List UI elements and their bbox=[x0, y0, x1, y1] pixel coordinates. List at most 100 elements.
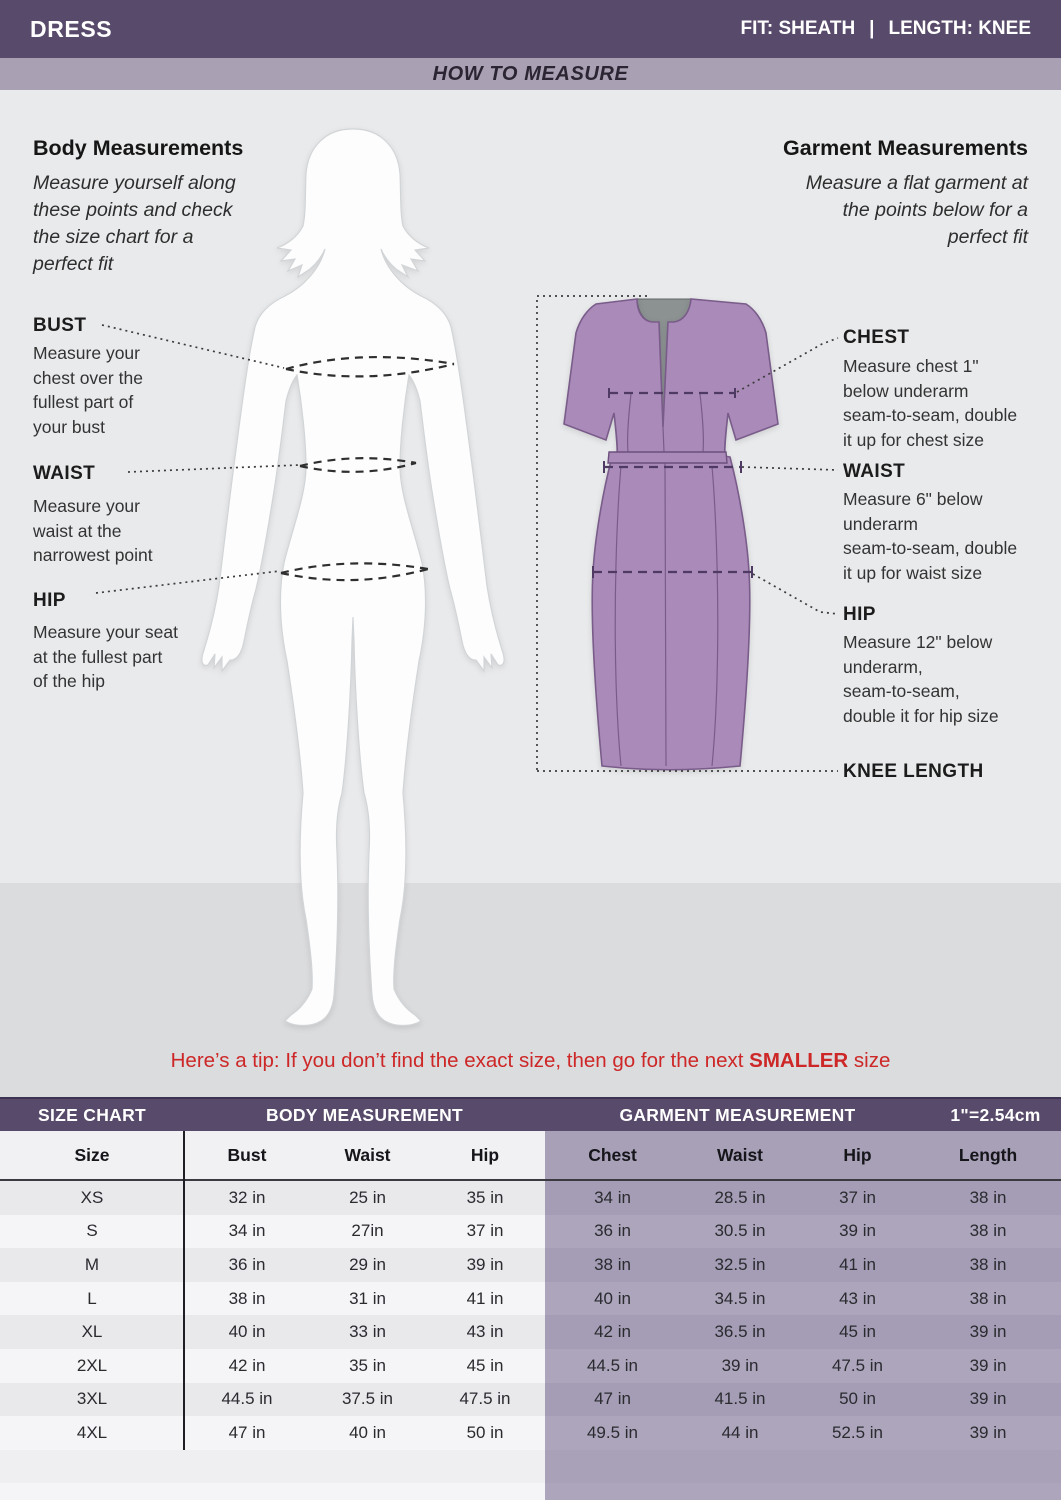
waist-label: WAIST bbox=[33, 463, 96, 484]
how-to-measure-bar: HOW TO MEASURE bbox=[0, 58, 1061, 90]
size-cell: L bbox=[0, 1281, 184, 1316]
measurement-cell: 47.5 in bbox=[800, 1348, 915, 1383]
measurement-cell: 39 in bbox=[425, 1248, 545, 1282]
measurement-cell: 43 in bbox=[800, 1281, 915, 1316]
size-cell: XS bbox=[0, 1181, 184, 1215]
measurement-cell: 37 in bbox=[425, 1214, 545, 1249]
measurement-cell: 45 in bbox=[425, 1348, 545, 1383]
measurement-cell: 36 in bbox=[184, 1248, 310, 1282]
measurement-cell: 38 in bbox=[184, 1281, 310, 1316]
measurement-cell: 50 in bbox=[425, 1416, 545, 1450]
measurement-cell: 35 in bbox=[310, 1348, 425, 1383]
measurement-cell: 34.5 in bbox=[680, 1281, 800, 1316]
measurement-cell: 30.5 in bbox=[680, 1214, 800, 1249]
col-header-size: Size bbox=[0, 1131, 184, 1179]
measurement-cell: 38 in bbox=[915, 1214, 1061, 1249]
measurement-cell: 39 in bbox=[680, 1348, 800, 1383]
col-header-waist: Waist bbox=[310, 1131, 425, 1179]
measurement-cell: 47 in bbox=[545, 1382, 680, 1417]
measurement-cell: 42 in bbox=[184, 1348, 310, 1383]
table-bottom-fill bbox=[0, 1450, 1061, 1483]
measurement-cell: 49.5 in bbox=[545, 1416, 680, 1450]
measurement-cell: 28.5 in bbox=[680, 1181, 800, 1215]
col-header-hip: Hip bbox=[425, 1131, 545, 1179]
tip-bold-word: SMALLER bbox=[749, 1049, 849, 1072]
measurement-cell: 52.5 in bbox=[800, 1416, 915, 1450]
measurement-cell: 45 in bbox=[800, 1315, 915, 1349]
measurement-cell: 31 in bbox=[310, 1281, 425, 1316]
header-bar: DRESS FIT: SHEATH | LENGTH: KNEE bbox=[0, 0, 1061, 58]
table-row: 4XL 47 in 40 in 50 in 49.5 in 44 in 52.5 in 39 … bbox=[0, 1416, 1061, 1450]
table-column-headers: Size Bust Waist Hip Chest Waist Hip Leng… bbox=[0, 1131, 1061, 1179]
table-row: 3XL 44.5 in 37.5 in 47.5 in 47 in 41.5 in 50 i… bbox=[0, 1382, 1061, 1417]
band-garment-measurement: GARMENT MEASUREMENT bbox=[619, 1104, 856, 1125]
col-header-gwaist: Waist bbox=[680, 1131, 800, 1179]
table-header-band: SIZE CHART BODY MEASUREMENT GARMENT MEAS… bbox=[0, 1099, 1061, 1131]
measurement-cell: 38 in bbox=[915, 1181, 1061, 1215]
size-cell: M bbox=[0, 1248, 184, 1282]
garment-hip-label: HIP bbox=[843, 604, 876, 625]
measurement-cell: 35 in bbox=[425, 1181, 545, 1215]
table-bottom-fill-2 bbox=[0, 1483, 1061, 1500]
hip-label: HIP bbox=[33, 590, 66, 611]
col-header-ghip: Hip bbox=[800, 1131, 915, 1179]
measurement-cell: 39 in bbox=[915, 1348, 1061, 1383]
measurement-cell: 41 in bbox=[800, 1248, 915, 1282]
garment-measurements-intro: Measure a flat garment at the points bel… bbox=[805, 172, 1028, 248]
measurement-cell: 36.5 in bbox=[680, 1315, 800, 1349]
measurement-cell: 42 in bbox=[545, 1315, 680, 1349]
size-table-rows: XS 32 in 25 in 35 in 34 in 28.5 in 37 in 38 in S… bbox=[0, 1181, 1061, 1450]
measurement-cell: 50 in bbox=[800, 1382, 915, 1417]
table-row: 2XL 42 in 35 in 45 in 44.5 in 39 in 47.5 in 39 … bbox=[0, 1348, 1061, 1383]
measurement-cell: 41 in bbox=[425, 1281, 545, 1316]
size-tip: Here’s a tip: If you don’t find the exac… bbox=[0, 1049, 1061, 1073]
measurement-cell: 40 in bbox=[184, 1315, 310, 1349]
measurement-cell: 36 in bbox=[545, 1214, 680, 1249]
content-background bbox=[0, 90, 1061, 883]
band-body-measurement: BODY MEASUREMENT bbox=[266, 1104, 463, 1125]
garment-waist-description: Measure 6" below underarm seam-to-seam, … bbox=[843, 489, 1018, 583]
table-row: XL 40 in 33 in 43 in 42 in 36.5 in 45 in 39 in bbox=[0, 1315, 1061, 1349]
band-size-chart: SIZE CHART bbox=[38, 1104, 146, 1125]
band-unit-conversion: 1"=2.54cm bbox=[950, 1104, 1041, 1125]
measurement-cell: 38 in bbox=[915, 1281, 1061, 1316]
measurement-cell: 41.5 in bbox=[680, 1382, 800, 1417]
measurement-cell: 39 in bbox=[915, 1382, 1061, 1417]
knee-length-label: KNEE LENGTH bbox=[843, 761, 984, 782]
body-measurements-title: Body Measurements bbox=[33, 136, 244, 160]
col-header-length: Length bbox=[915, 1131, 1061, 1179]
measurement-cell: 38 in bbox=[915, 1248, 1061, 1282]
bust-label: BUST bbox=[33, 315, 87, 336]
table-row: S 34 in 27in 37 in 36 in 30.5 in 39 in 38 in bbox=[0, 1214, 1061, 1249]
waist-description: Measure your waist at the narrowest poin… bbox=[33, 496, 153, 565]
table-header-rule bbox=[0, 1179, 1061, 1181]
measurement-cell: 39 in bbox=[800, 1214, 915, 1249]
tip-text: Here’s a tip: If you don’t find the exac… bbox=[170, 1049, 750, 1072]
size-cell: 3XL bbox=[0, 1382, 184, 1417]
col-header-bust: Bust bbox=[184, 1131, 310, 1179]
fit-length-info: FIT: SHEATH | LENGTH: KNEE bbox=[740, 18, 1031, 40]
fit-label: FIT: SHEATH bbox=[740, 18, 856, 39]
size-cell: 2XL bbox=[0, 1348, 184, 1383]
measurement-cell: 32 in bbox=[184, 1181, 310, 1215]
measurement-cell: 38 in bbox=[545, 1248, 680, 1282]
garment-hip-description: Measure 12" below underarm, seam-to-seam… bbox=[843, 632, 999, 726]
measurement-cell: 37 in bbox=[800, 1181, 915, 1215]
measurement-cell: 44.5 in bbox=[545, 1348, 680, 1383]
size-cell: S bbox=[0, 1214, 184, 1249]
measurement-cell: 43 in bbox=[425, 1315, 545, 1349]
how-to-measure-title: HOW TO MEASURE bbox=[432, 62, 629, 85]
length-label: LENGTH: KNEE bbox=[888, 18, 1032, 39]
chest-description: Measure chest 1" below underarm seam-to-… bbox=[843, 356, 1018, 450]
content-background-lower bbox=[0, 883, 1061, 1097]
measurement-cell: 33 in bbox=[310, 1315, 425, 1349]
garment-waist-label: WAIST bbox=[843, 461, 906, 482]
col-header-chest: Chest bbox=[545, 1131, 680, 1179]
chest-label: CHEST bbox=[843, 327, 910, 348]
measurement-cell: 32.5 in bbox=[680, 1248, 800, 1282]
body-measurements-intro: Measure yourself along these points and … bbox=[33, 172, 236, 275]
measurement-cell: 44.5 in bbox=[184, 1382, 310, 1417]
bust-description: Measure your chest over the fullest part… bbox=[33, 343, 143, 437]
table-row: M 36 in 29 in 39 in 38 in 32.5 in 41 in 38 in bbox=[0, 1248, 1061, 1282]
